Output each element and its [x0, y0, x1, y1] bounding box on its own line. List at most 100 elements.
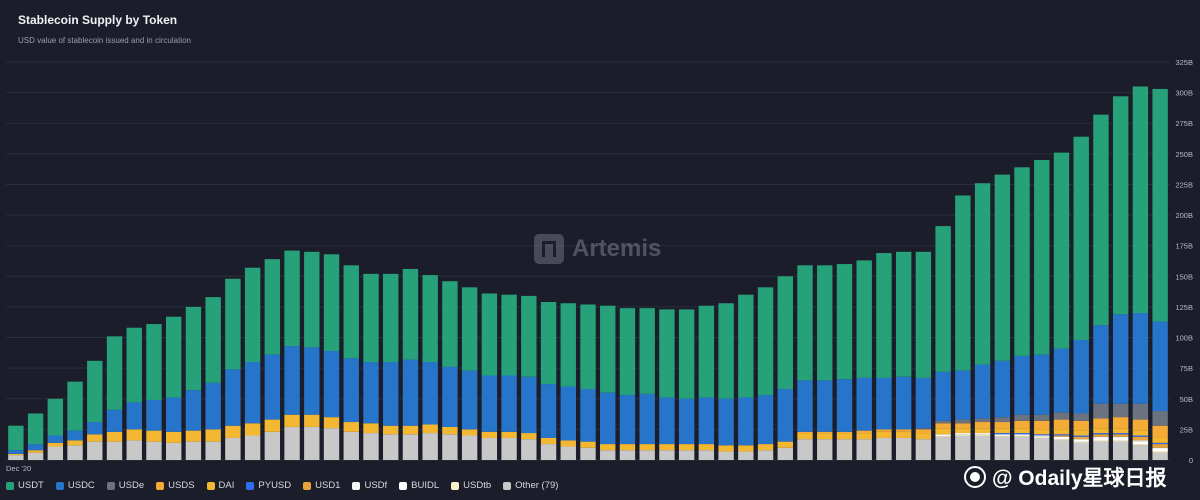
- bar-segment: [264, 354, 281, 420]
- bar-group[interactable]: [600, 305, 616, 460]
- bar-group[interactable]: [106, 336, 123, 460]
- bar-group[interactable]: [1112, 96, 1129, 460]
- bar-group[interactable]: [580, 304, 596, 460]
- bar-segment: [304, 426, 320, 460]
- bar-segment: [166, 442, 182, 460]
- bar-segment: [481, 293, 498, 376]
- bar-segment: [1034, 434, 1050, 436]
- bar-segment: [402, 268, 419, 360]
- bar-group[interactable]: [757, 287, 774, 460]
- bar-group[interactable]: [521, 295, 537, 460]
- bar-group[interactable]: [383, 273, 399, 460]
- bar-group[interactable]: [915, 251, 932, 460]
- bar-group[interactable]: [738, 294, 754, 460]
- bar-group[interactable]: [225, 278, 241, 460]
- bar-group[interactable]: [87, 360, 103, 460]
- legend-item[interactable]: USDT: [6, 480, 44, 491]
- bar-group[interactable]: [935, 226, 951, 460]
- bar-group[interactable]: [619, 308, 636, 460]
- legend-item[interactable]: USD1: [303, 480, 340, 491]
- bar-group[interactable]: [284, 250, 300, 460]
- bar-group[interactable]: [422, 275, 438, 460]
- y-tick-label: 175B: [1175, 242, 1193, 251]
- bar-group[interactable]: [994, 174, 1010, 460]
- bar-group[interactable]: [27, 413, 44, 460]
- bar-group[interactable]: [343, 265, 359, 460]
- legend-item[interactable]: USDC: [55, 480, 95, 491]
- y-tick-label: 325B: [1175, 58, 1193, 67]
- bar-segment: [1152, 452, 1168, 460]
- legend-item[interactable]: PYUSD: [246, 480, 291, 491]
- bar-segment: [1132, 444, 1149, 446]
- bar-group[interactable]: [166, 316, 182, 460]
- bar-segment: [935, 435, 951, 437]
- legend-item[interactable]: BUIDL: [399, 480, 439, 491]
- bar-segment: [323, 351, 340, 418]
- bar-group[interactable]: [67, 381, 83, 460]
- bar-segment: [47, 398, 64, 436]
- bar-segment: [876, 429, 892, 432]
- bar-segment: [1093, 403, 1109, 419]
- bar-group[interactable]: [8, 425, 24, 460]
- bar-group[interactable]: [856, 260, 872, 460]
- legend-item[interactable]: USDtb: [451, 480, 491, 491]
- bar-group[interactable]: [47, 398, 64, 460]
- bar-group[interactable]: [501, 294, 517, 460]
- bar-segment: [363, 273, 379, 363]
- bar-segment: [1093, 433, 1109, 435]
- bar-group[interactable]: [1053, 152, 1070, 460]
- bar-segment: [185, 430, 202, 442]
- bar-segment: [1112, 433, 1129, 435]
- bar-group[interactable]: [1093, 114, 1109, 460]
- bar-group[interactable]: [777, 276, 793, 460]
- bar-group[interactable]: [560, 303, 576, 460]
- y-tick-label: 225B: [1175, 180, 1193, 189]
- bar-group[interactable]: [1073, 136, 1089, 460]
- bar-group[interactable]: [205, 297, 221, 460]
- bar-group[interactable]: [481, 293, 498, 460]
- bar-group[interactable]: [678, 309, 695, 460]
- bar-segment: [600, 450, 616, 460]
- legend-item[interactable]: DAI: [206, 480, 234, 491]
- legend-item[interactable]: USDS: [156, 480, 195, 491]
- bar-group[interactable]: [1014, 167, 1030, 460]
- bar-segment: [205, 429, 221, 442]
- legend-item[interactable]: USDe: [106, 480, 144, 491]
- bar-segment: [639, 450, 655, 460]
- bar-segment: [955, 423, 971, 429]
- bar-group[interactable]: [698, 305, 715, 460]
- bar-segment: [560, 386, 576, 441]
- bar-group[interactable]: [146, 324, 162, 460]
- bar-group[interactable]: [895, 251, 912, 460]
- bar-group[interactable]: [1152, 88, 1168, 460]
- bar-group[interactable]: [461, 287, 478, 460]
- bar-group[interactable]: [718, 303, 734, 460]
- bar-group[interactable]: [1132, 86, 1149, 460]
- bar-group[interactable]: [659, 309, 675, 460]
- bar-group[interactable]: [540, 302, 557, 460]
- bar-segment: [47, 446, 64, 460]
- bar-group[interactable]: [797, 265, 813, 460]
- bar-group[interactable]: [836, 264, 853, 460]
- bar-group[interactable]: [639, 308, 655, 460]
- bar-group[interactable]: [126, 327, 142, 460]
- bar-group[interactable]: [363, 273, 379, 460]
- bar-group[interactable]: [817, 265, 833, 460]
- legend-item[interactable]: USDf: [352, 480, 387, 491]
- bar-segment: [1112, 434, 1129, 437]
- bar-group[interactable]: [323, 254, 340, 460]
- bar-group[interactable]: [402, 268, 419, 460]
- bar-group[interactable]: [974, 183, 991, 460]
- bar-segment: [540, 437, 557, 445]
- bar-group[interactable]: [1034, 159, 1050, 460]
- bar-group[interactable]: [244, 267, 261, 460]
- bar-group[interactable]: [442, 281, 458, 460]
- legend-item[interactable]: Other (79): [503, 480, 558, 491]
- bar-segment: [817, 265, 833, 381]
- bar-group[interactable]: [264, 259, 281, 460]
- bar-group[interactable]: [955, 195, 971, 460]
- bar-group[interactable]: [876, 253, 892, 460]
- bar-group[interactable]: [185, 306, 202, 460]
- bar-group[interactable]: [304, 251, 320, 460]
- bar-segment: [1073, 339, 1089, 414]
